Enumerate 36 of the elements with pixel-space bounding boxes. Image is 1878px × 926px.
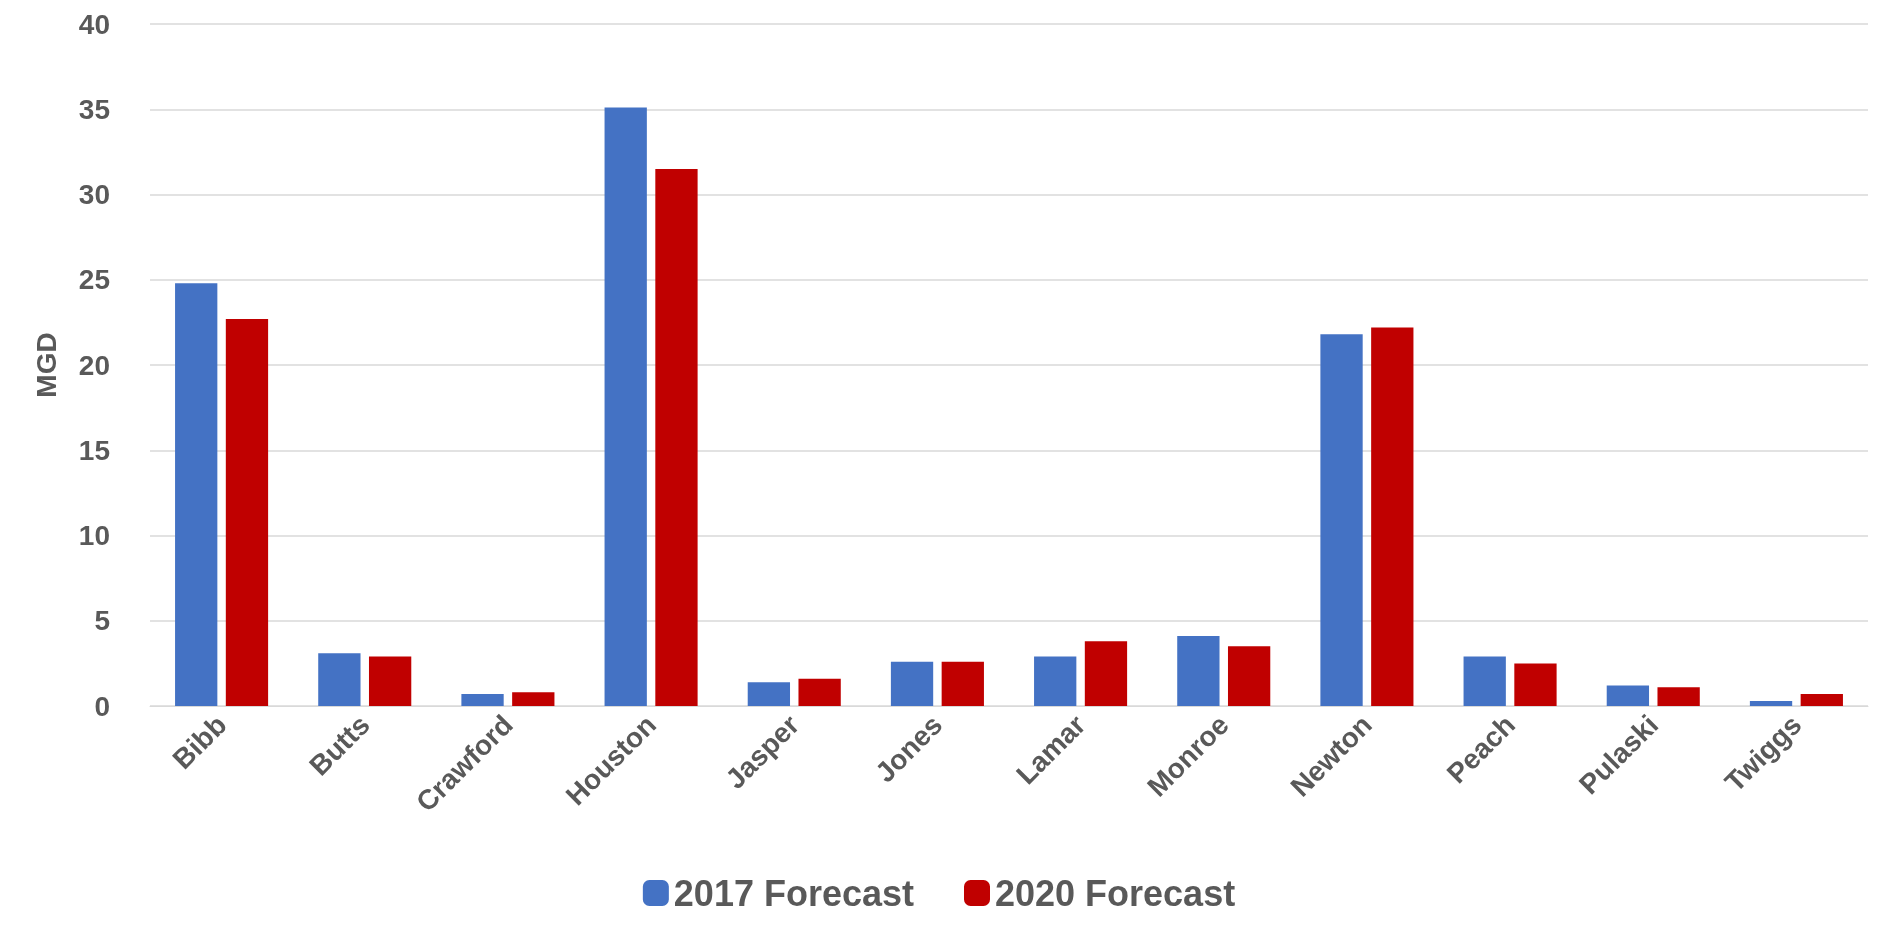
bar <box>1177 636 1220 706</box>
y-tick-label: 25 <box>78 264 110 296</box>
y-tick-label: 0 <box>94 690 110 722</box>
legend-label: 2017 Forecast <box>673 872 915 914</box>
y-axis-title: MGD <box>30 332 62 398</box>
bar <box>368 656 412 706</box>
bar <box>1800 694 1843 706</box>
bar <box>1371 327 1414 706</box>
bar <box>461 694 504 706</box>
y-tick-label: 40 <box>78 8 110 40</box>
bar <box>1657 687 1700 706</box>
legend-label: 2020 Forecast <box>995 872 1236 914</box>
bar <box>512 692 555 706</box>
bar <box>798 678 841 706</box>
bar <box>175 283 218 706</box>
bar <box>747 682 791 706</box>
y-tick-label: 30 <box>78 179 110 210</box>
bar <box>225 318 269 706</box>
bar <box>1227 646 1271 706</box>
bar <box>941 661 984 706</box>
bar <box>318 653 361 706</box>
y-tick-label: 10 <box>78 520 110 551</box>
bar <box>1034 656 1077 706</box>
bar <box>1514 663 1557 706</box>
bar <box>1606 685 1650 706</box>
bar <box>1463 656 1506 706</box>
bar <box>655 168 698 706</box>
y-tick-label: 20 <box>78 349 110 381</box>
y-tick-label: 15 <box>78 434 110 466</box>
y-tick-label: 35 <box>78 93 110 125</box>
bar <box>604 107 647 706</box>
y-tick-label: 5 <box>94 605 110 637</box>
bar <box>1084 641 1128 706</box>
bar <box>890 661 934 706</box>
bar <box>1320 334 1363 706</box>
bar <box>1749 700 1793 706</box>
